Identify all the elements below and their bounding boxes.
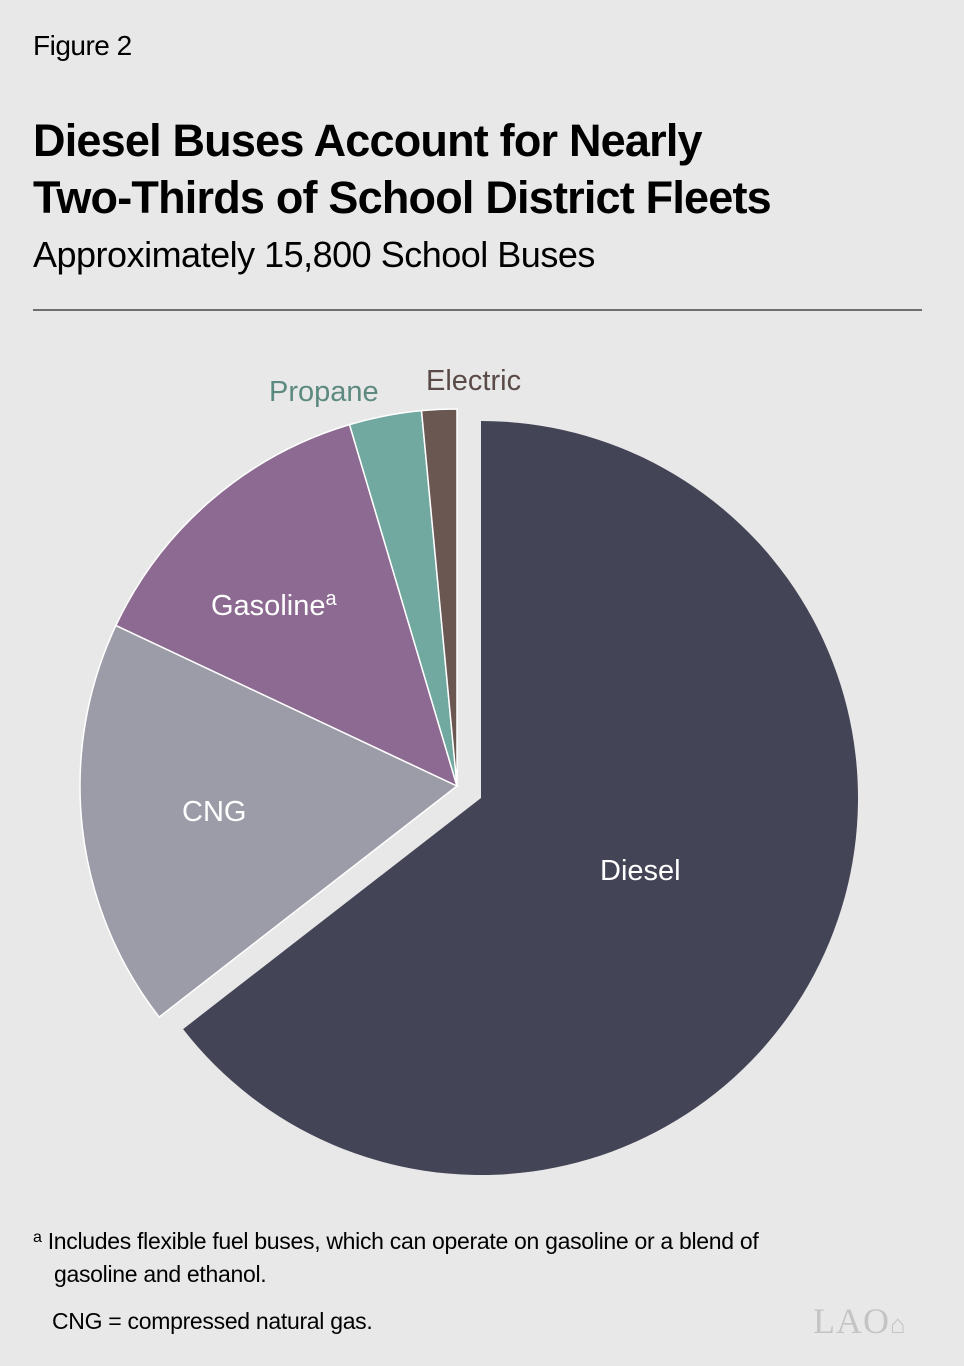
footnote-a-cont: gasoline and ethanol. [54,1261,267,1287]
pie-slice-electric [420,408,458,787]
label-gasoline: Gasolinea [211,588,337,622]
chart-title: Diesel Buses Account for Nearly Two-Thir… [33,112,772,226]
label-propane: Propane [269,376,379,408]
label-diesel: Diesel [600,855,681,887]
pie-slice-diesel [183,421,859,1175]
footnote-a: a Includes flexible fuel buses, which ca… [33,1226,759,1257]
figure-label: Figure 2 [33,30,132,61]
divider [33,309,922,311]
lao-logo: LAO⌂ [813,1300,907,1342]
footnote-abbrev: CNG = compressed natural gas. [52,1308,373,1334]
logo-text: LAO [813,1301,890,1341]
title-line-1: Diesel Buses Account for Nearly [33,115,703,166]
pie-chart: Diesel CNG Gasolinea Propane Electric [79,365,859,1175]
capitol-icon: ⌂ [890,1310,907,1339]
title-line-2: Two-Thirds of School District Fleets [33,172,772,223]
footnote-a-line1: Includes flexible fuel buses, which can … [47,1228,759,1254]
footnote-marker: a [33,1229,42,1246]
label-cng: CNG [182,796,246,828]
pie-slice-cng [79,624,459,1019]
label-electric: Electric [426,365,521,397]
pie-slice-gasoline [114,423,459,788]
chart-subtitle: Approximately 15,800 School Buses [33,234,595,275]
